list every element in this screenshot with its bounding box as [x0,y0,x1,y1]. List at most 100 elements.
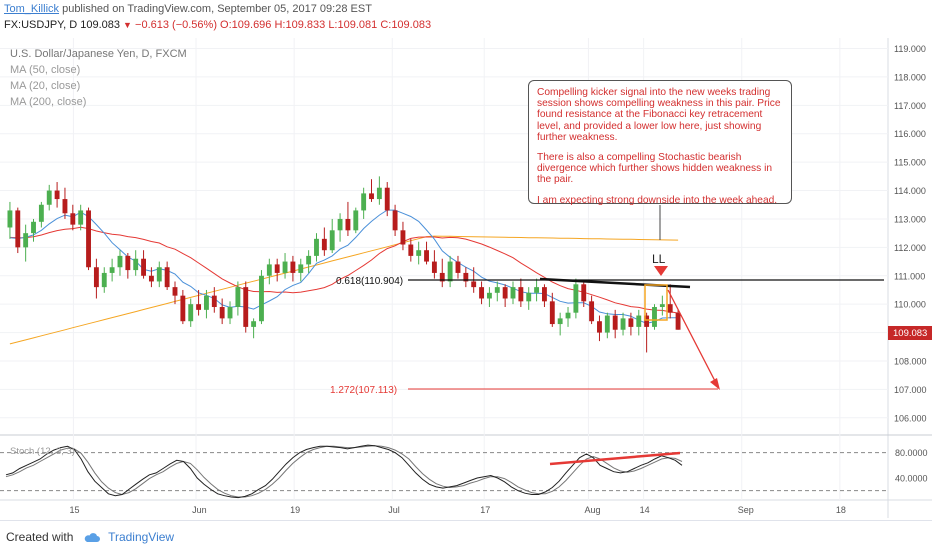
time-tick-label: 14 [640,505,650,515]
candle-body [204,295,209,310]
tradingview-brand[interactable]: TradingView [108,530,175,544]
callout-paragraph-3: I am expecting strong downside into the … [537,194,778,206]
time-tick-label: Jul [388,505,400,515]
down-arrow-marker-icon [654,266,668,276]
candle-body [211,295,217,308]
candle-body [7,210,13,228]
created-with: Created with TradingView [6,530,174,544]
fib-1272-label: 1.272(107.113) [330,385,397,396]
price-tick-label: 116.000 [894,129,926,139]
analysis-callout: Compelling kicker signal into the new we… [528,80,792,206]
candle-body [471,281,477,288]
candle-body [148,275,154,282]
candle-body [23,233,29,248]
candle-body [235,287,241,308]
candle-body [573,284,579,313]
candle-body [620,318,626,330]
price-tick-label: 108.000 [894,356,927,366]
candle-body [227,307,233,319]
candle-body [156,267,162,282]
candle-body [494,287,500,293]
candle-body [321,238,327,251]
time-tick-label: Aug [584,505,600,515]
price-tick-label: 118.000 [894,72,926,82]
candle-body [408,244,414,256]
candle-body [141,258,146,276]
stoch-label: Stoch (12, 3, 3) [10,446,75,457]
candle-body [636,315,642,327]
candle-body [329,230,335,251]
time-tick-label: Sep [738,505,754,515]
candle-body [589,301,595,322]
candle-body [612,315,618,330]
low-value: L:109.081 [328,19,378,31]
forecast-arrowhead-icon [710,378,720,390]
price-tick-label: 111.000 [894,271,925,281]
candle-body [46,190,52,205]
candle-body [251,321,257,327]
price-axis-ticks: 106.000107.000108.000109.000110.000111.0… [894,44,927,423]
candle-body [518,287,524,302]
candle-body [455,261,461,273]
candle-body [447,261,453,282]
fib-618-label: 0.618(110.904) [336,276,403,287]
candle-body [86,210,91,268]
candle-body [109,267,115,273]
candle-body [604,315,610,333]
candle-body [31,221,36,234]
candle-body [542,287,547,302]
callout-paragraph-2: There is also a compelling Stochastic be… [537,152,773,186]
time-tick-label: 19 [290,505,300,515]
stoch-divergence-line [549,451,681,466]
candle-body [400,230,406,245]
candle-body [479,287,484,299]
ma50-line [9,226,679,314]
symbol-name: FX:USDJPY, D [4,19,78,31]
candle-body [392,210,398,231]
candle-body [369,193,374,200]
candle-body [644,315,650,327]
stoch-tick-label: 40.0000 [895,474,928,484]
candle-body [439,272,445,282]
candle-body [133,258,139,271]
candle-body [557,318,563,325]
chart-area[interactable]: 106.000107.000108.000109.000110.000111.0… [0,38,932,518]
candle-body [534,287,540,293]
publish-line: Tom_Killick published on TradingView.com… [4,3,372,15]
candle-body [78,210,84,225]
moving-averages [9,209,679,345]
current-price-text: 109.083 [893,328,927,339]
candle-body [54,190,60,200]
forecast-arrow-line [667,289,717,384]
stoch-axis-ticks: 40.0000 80.0000 [895,448,928,483]
legend-ma20: MA (20, close) [10,80,81,92]
candle-body [353,210,359,231]
ll-label: LL [652,252,666,266]
candle-body [463,272,469,282]
author-link[interactable]: Tom_Killick [4,3,60,15]
price-tick-label: 117.000 [894,101,926,111]
tradingview-cloud-icon [84,532,100,542]
candle-body [416,250,422,256]
candle-body [628,318,634,327]
candle-body [70,213,76,225]
legend-ma50: MA (50, close) [10,64,81,76]
candle-body [337,218,343,231]
candle-body [549,301,555,325]
price-tick-label: 110.000 [894,300,926,310]
candle-body [290,261,296,273]
candle-body [361,193,367,211]
candle-body [581,284,587,302]
legend-ma200: MA (200, close) [10,96,87,108]
stoch-levels [0,452,888,492]
time-axis-ticks: 15Jun19Jul17Aug14Sep18Oct [69,505,846,515]
price-tick-label: 114.000 [894,186,926,196]
candle-body [667,304,673,313]
candle-body [675,312,681,330]
candle-body [565,312,571,319]
chart-svg[interactable]: 106.000107.000108.000109.000110.000111.0… [0,38,932,518]
last-price: 109.083 [80,19,120,31]
time-tick-label: 18 [836,505,846,515]
candle-body [172,287,178,296]
candle-body [486,292,492,299]
